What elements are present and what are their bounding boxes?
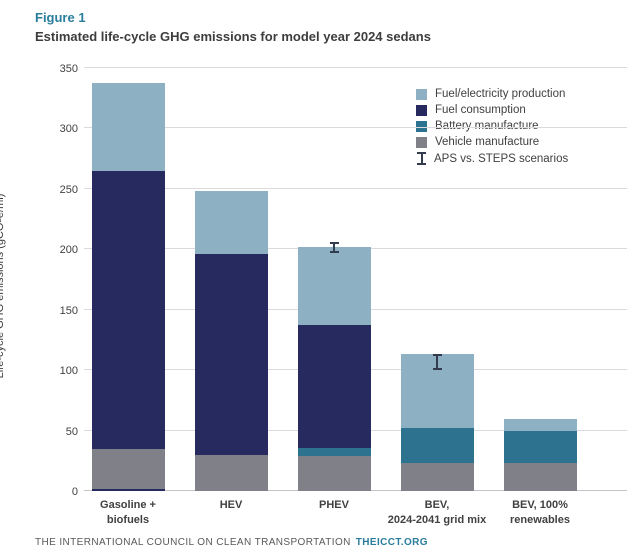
legend-item-vehicle-manufacture: Vehicle manufacture xyxy=(416,136,568,148)
legend-label: Vehicle manufacture xyxy=(435,136,540,148)
y-tick-label-350: 350 xyxy=(59,63,78,75)
bar-segment-fuel-consumption xyxy=(194,254,268,455)
y-tick-label-300: 300 xyxy=(59,123,78,136)
error-bar-bev-2024-2041-grid-mix xyxy=(432,354,442,371)
subscript-2: 2 xyxy=(0,218,6,222)
error-bar-icon xyxy=(417,152,426,165)
error-bar-phev xyxy=(329,242,339,253)
y-tick-label-0: 0 xyxy=(71,486,78,498)
bar-segment-battery-manufacture xyxy=(297,447,371,456)
bar-segment-vehicle-manufacture xyxy=(297,455,371,491)
bar-bev-2024-2041-grid-mix xyxy=(400,354,474,491)
x-axis-label-line: renewables xyxy=(510,513,570,526)
y-tick-label-100: 100 xyxy=(59,365,78,378)
x-axis-label-line: PHEV xyxy=(319,499,349,511)
bar-segment-fuel-electricity-production xyxy=(194,191,268,255)
bar-segment-vehicle-manufacture xyxy=(400,463,474,491)
bar-base-edge xyxy=(91,489,165,491)
vehicle-manufacture-swatch-icon xyxy=(416,136,427,148)
plot-area: Life-cycle GHG emissions (gCO2e/mi) Fuel… xyxy=(0,63,627,526)
x-axis-label-line: biofuels xyxy=(106,513,150,526)
legend-label: Fuel/electricity production xyxy=(435,88,566,100)
gridline-350 xyxy=(84,67,627,68)
bar-segment-fuel-electricity-production xyxy=(91,82,165,172)
error-bar-icon-stem xyxy=(420,152,423,165)
bar-phev xyxy=(297,246,371,491)
footer: THE INTERNATIONAL COUNCIL ON CLEAN TRANS… xyxy=(35,537,428,548)
bar-segment-fuel-electricity-production xyxy=(297,246,371,326)
bar-segment-battery-manufacture xyxy=(503,430,577,464)
error-bar-icon-cap xyxy=(417,163,426,165)
bar-segment-vehicle-manufacture xyxy=(194,454,268,491)
bar-segment-vehicle-manufacture xyxy=(503,463,577,491)
y-tick-label-150: 150 xyxy=(59,304,78,317)
legend-item-battery-manufacture: Battery manufacture xyxy=(416,120,568,132)
bar-gasoline-biofuels xyxy=(91,82,165,491)
gridline-300 xyxy=(84,127,627,129)
legend: Fuel/electricity production Fuel consumpt… xyxy=(416,88,568,165)
fuel-electricity-production-swatch-icon xyxy=(416,88,427,100)
y-tick-label-50: 50 xyxy=(65,425,78,438)
fuel-consumption-swatch-icon xyxy=(416,104,427,116)
battery-manufacture-swatch-icon xyxy=(416,120,427,132)
x-axis-label-line: 2024-2041 grid mix xyxy=(387,513,487,526)
legend-label: APS vs. STEPS scenarios xyxy=(434,152,569,165)
x-axis-label-bev-2024-2041-grid-mix: BEV, 2024-2041 grid mix xyxy=(372,498,502,528)
figure-label: Figure 1 xyxy=(35,10,86,25)
bar-segment-fuel-consumption xyxy=(91,171,165,450)
x-axis-label-line: Gasoline + xyxy=(100,499,156,511)
gridline-250 xyxy=(84,187,627,189)
error-bar-cap-bottom xyxy=(432,368,442,371)
error-bar-cap-bottom xyxy=(329,250,339,253)
legend-item-fuel-consumption: Fuel consumption xyxy=(416,104,568,116)
bar-hev xyxy=(194,191,268,491)
figure-title: Estimated life-cycle GHG emissions for m… xyxy=(35,29,431,44)
bar-bev-100-renewables xyxy=(503,418,577,491)
error-bar-stem xyxy=(333,242,335,253)
legend-item-aps-vs-steps-scenarios: APS vs. STEPS scenarios xyxy=(416,152,568,165)
x-axis-label-line: BEV, 100% xyxy=(512,499,568,511)
x-axis-label-line: HEV xyxy=(219,499,243,511)
bar-segment-fuel-electricity-production xyxy=(503,418,577,431)
footer-link[interactable]: THEICCT.ORG xyxy=(355,537,428,548)
y-tick-label-200: 200 xyxy=(59,244,78,257)
bar-segment-fuel-consumption xyxy=(297,325,371,448)
legend-label: Fuel consumption xyxy=(435,104,526,116)
bar-segment-vehicle-manufacture xyxy=(91,449,165,489)
x-axis-label-line: BEV, xyxy=(424,499,450,511)
error-bar-stem xyxy=(436,354,438,371)
x-axis-label-bev-100-renewables: BEV, 100% renewables xyxy=(475,498,605,528)
y-tick-label-250: 250 xyxy=(59,183,78,196)
legend-label: Battery manufacture xyxy=(435,120,539,132)
legend-item-fuel-electricity-production: Fuel/electricity production xyxy=(416,88,568,100)
x-axis-label-hev: HEV xyxy=(166,498,296,513)
bar-segment-battery-manufacture xyxy=(400,428,474,464)
footer-text: THE INTERNATIONAL COUNCIL ON CLEAN TRANS… xyxy=(35,537,351,548)
x-axis-label-phev: PHEV xyxy=(269,498,399,513)
x-axis-label-gasoline-biofuels: Gasoline + biofuels xyxy=(63,498,193,528)
